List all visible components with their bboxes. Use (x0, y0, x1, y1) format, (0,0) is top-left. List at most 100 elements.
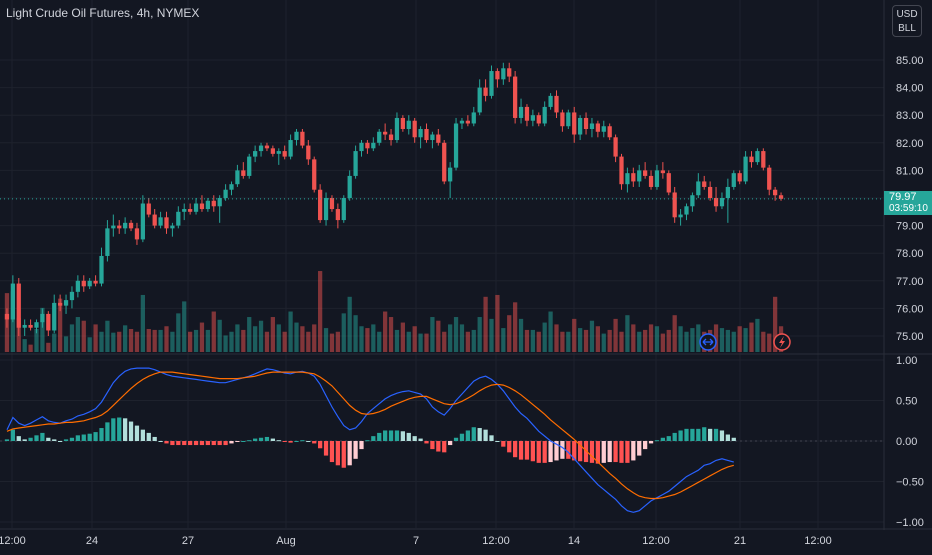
histogram-bar (146, 432, 151, 441)
volume-bar (483, 296, 488, 352)
volume-bar (117, 331, 122, 352)
histogram-bar (388, 430, 394, 441)
histogram-bar (383, 430, 388, 441)
histogram-bar (400, 431, 405, 441)
candle-body (323, 198, 329, 221)
candle-body (264, 145, 270, 149)
histogram-bar (353, 441, 358, 459)
price-tick-label: 76.00 (896, 303, 924, 315)
volume-bar (294, 322, 299, 352)
candle-body (158, 217, 163, 226)
candle-body (16, 283, 21, 328)
volume-bar (306, 331, 311, 352)
volume-bar (193, 329, 199, 352)
histogram-bar (725, 434, 730, 441)
volume-bar (755, 318, 760, 352)
histogram-bar (158, 441, 163, 442)
volume-bar (383, 311, 388, 352)
candle-body (341, 198, 346, 221)
histogram-bar (81, 434, 86, 441)
candle-body (418, 129, 423, 138)
currency-unit-button[interactable]: USD BLL (892, 5, 922, 37)
histogram-bar (223, 441, 228, 446)
histogram-bar (329, 441, 335, 463)
volume-bar (229, 331, 234, 352)
histogram-bar (731, 437, 736, 441)
candle-body (625, 173, 630, 185)
histogram-bar (312, 441, 317, 444)
histogram-bar (530, 441, 535, 462)
histogram-bar (282, 441, 287, 442)
histogram-bar (211, 441, 216, 446)
volume-bar (436, 320, 441, 352)
candle-body (353, 151, 358, 176)
candle-body (654, 170, 660, 187)
candle-body (678, 214, 683, 218)
candle-body (518, 106, 524, 118)
histogram-bar (270, 438, 275, 441)
candle-body (660, 170, 665, 174)
volume-bar (205, 329, 210, 352)
chart-title: Light Crude Oil Futures, 4h, NYMEX (6, 6, 200, 20)
histogram-bar (459, 433, 465, 441)
volume-layer (4, 271, 784, 352)
candle-body (117, 225, 122, 229)
histogram-bar (643, 441, 648, 450)
candle-body (335, 209, 340, 221)
volume-bar (199, 322, 205, 352)
histogram-bar (199, 441, 205, 446)
volume-bar (270, 317, 275, 352)
volume-bar (223, 335, 228, 352)
candle-body (554, 95, 559, 113)
histogram-bar (713, 428, 719, 441)
histogram-bar (542, 441, 547, 463)
histogram-bar (117, 417, 122, 441)
histogram-bar (170, 441, 175, 446)
volume-bar (507, 315, 512, 352)
price-tick-label: 81.00 (896, 165, 924, 177)
candle-body (442, 142, 447, 182)
volume-bar (87, 337, 92, 352)
candle-body (583, 117, 589, 129)
volume-bar (105, 320, 110, 352)
histogram-bar (193, 441, 199, 446)
volume-bar (371, 324, 376, 352)
volume-bar (578, 328, 583, 352)
volume-bar (134, 331, 140, 352)
macd-line (6, 367, 734, 513)
candle-body (294, 131, 299, 141)
candle-body (719, 198, 725, 207)
histogram-bar (589, 441, 595, 463)
histogram-bar (524, 441, 530, 460)
histogram-bar (684, 428, 689, 441)
candle-body (412, 120, 417, 138)
candle-body (755, 151, 760, 163)
candle-body (170, 225, 175, 229)
volume-bar (713, 324, 719, 352)
candle-body (69, 291, 75, 301)
volume-bar (34, 329, 39, 352)
histogram-bar (69, 437, 75, 441)
volume-bar (471, 329, 476, 352)
histogram-bar (660, 437, 665, 441)
histogram-bar (548, 441, 553, 463)
histogram-bar (406, 432, 411, 441)
x-tick-label: 24 (86, 535, 98, 547)
histogram-bar (40, 432, 45, 441)
volume-bar (400, 322, 405, 352)
candle-body (205, 200, 210, 210)
histogram-bar (613, 441, 618, 463)
candle-body (199, 203, 205, 210)
volume-bar (442, 331, 447, 352)
histogram-bar (412, 436, 417, 441)
volume-bar (501, 328, 506, 352)
candle-body (513, 76, 518, 118)
volume-bar (211, 311, 216, 352)
last-price-countdown: 03:59:10 (889, 203, 928, 214)
candle-body (731, 173, 736, 187)
candle-body (530, 115, 535, 121)
candle-body (318, 189, 323, 221)
volume-bar (300, 326, 305, 352)
